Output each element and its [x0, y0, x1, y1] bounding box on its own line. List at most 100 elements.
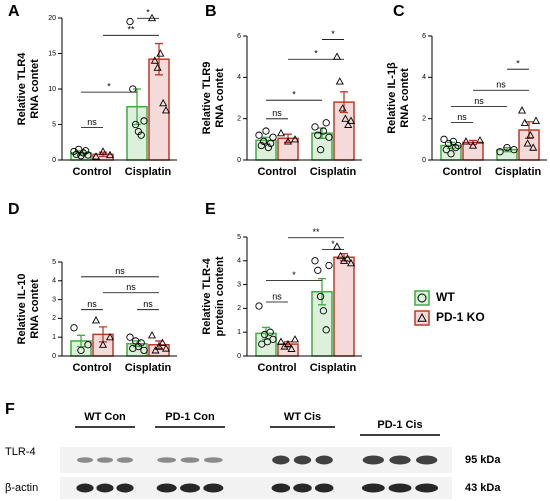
x-tick-label: Control [72, 362, 111, 374]
y-tick-label: 2 [237, 116, 241, 123]
legend-label: WT [436, 290, 455, 304]
blot-band [117, 457, 133, 463]
panel-letter: D [8, 201, 20, 218]
blot-band [388, 483, 412, 493]
data-point [311, 257, 319, 265]
data-point [440, 135, 448, 143]
data-point [156, 49, 165, 57]
data-point [325, 133, 333, 141]
error-bar [318, 278, 326, 306]
data-point [147, 331, 157, 339]
y-tick-label: 1 [52, 334, 56, 341]
y-tick-label: 5 [237, 234, 241, 241]
x-tick-label: Cisplatin [125, 166, 172, 178]
data-point [343, 254, 352, 262]
blot-band [204, 457, 223, 463]
y-tick-label: 4 [422, 74, 426, 81]
data-point [77, 346, 85, 355]
y-tick-label: 0 [237, 353, 241, 360]
y-axis-label: RNA contet [29, 59, 41, 119]
data-point [339, 256, 349, 264]
blot-band [415, 483, 439, 493]
data-point [126, 333, 134, 341]
data-point [529, 143, 538, 151]
data-point [266, 328, 274, 336]
data-point [262, 127, 270, 135]
data-point [153, 63, 162, 71]
y-tick-label: 2 [237, 305, 241, 312]
panel-letter: B [205, 3, 217, 20]
x-tick-label: Control [442, 166, 481, 178]
panel-letter: C [393, 3, 405, 20]
data-point [346, 258, 356, 267]
y-tick-label: 15 [48, 50, 56, 57]
data-point [84, 341, 92, 349]
data-point [445, 139, 453, 148]
data-point [346, 116, 356, 124]
data-point [154, 342, 164, 350]
y-tick-label: 1 [237, 329, 241, 336]
y-axis-label: Relative TLR4 [16, 52, 28, 126]
data-point [452, 143, 460, 152]
data-point [161, 106, 171, 114]
data-point [137, 339, 145, 347]
data-point [105, 150, 115, 159]
data-point [314, 266, 322, 274]
y-tick-label: 20 [48, 15, 56, 22]
y-axis-label: Relative IL-1β [386, 62, 398, 134]
data-point [316, 292, 325, 301]
row-label: TLR-4 [5, 446, 36, 458]
panel-letter: A [8, 3, 20, 20]
data-point [468, 141, 478, 149]
significance-label: ns [272, 108, 282, 118]
data-point [335, 77, 344, 85]
data-point [91, 316, 101, 324]
significance-label: ns [272, 291, 282, 301]
data-point [454, 141, 462, 150]
lane-group-label: WT Cis [284, 411, 321, 423]
blot-band [156, 483, 177, 493]
y-axis-label: RNA contet [214, 68, 226, 128]
data-point [70, 324, 78, 332]
data-point [316, 146, 325, 154]
significance-label: * [107, 81, 111, 91]
data-point [255, 302, 263, 310]
data-point [91, 152, 101, 160]
y-tick-label: 3 [237, 281, 241, 288]
significance-label: * [331, 239, 335, 249]
data-point [264, 143, 272, 152]
blot-band [97, 457, 113, 463]
y-tick-label: 2 [52, 315, 56, 322]
y-tick-label: 0 [422, 157, 426, 164]
blot-membrane [60, 477, 452, 499]
data-point [510, 146, 518, 154]
data-point [280, 342, 289, 350]
blot-band [272, 455, 290, 465]
data-point [449, 137, 457, 146]
data-point [161, 344, 171, 352]
y-tick-label: 4 [52, 278, 56, 285]
blot-band [77, 457, 93, 463]
significance-label: * [314, 49, 318, 59]
blot-band [116, 483, 134, 493]
blot-band [389, 455, 411, 465]
y-axis-label: Relative TLR9 [201, 62, 213, 135]
data-point [332, 52, 342, 60]
panel-letter: E [205, 201, 216, 218]
y-tick-label: 10 [48, 86, 56, 93]
data-point [344, 120, 353, 128]
blot-band [203, 483, 224, 493]
y-tick-label: 5 [52, 121, 56, 128]
data-point [336, 251, 345, 260]
significance-label: * [516, 59, 520, 69]
data-point [137, 131, 145, 139]
significance-label: ** [127, 25, 135, 35]
blot-band [416, 455, 438, 465]
significance-label: ns [143, 299, 153, 309]
data-point [283, 339, 293, 348]
error-bar [77, 334, 85, 348]
x-tick-label: Control [72, 166, 111, 178]
data-point [496, 148, 504, 156]
data-point [126, 17, 134, 26]
blot-band [180, 457, 200, 463]
